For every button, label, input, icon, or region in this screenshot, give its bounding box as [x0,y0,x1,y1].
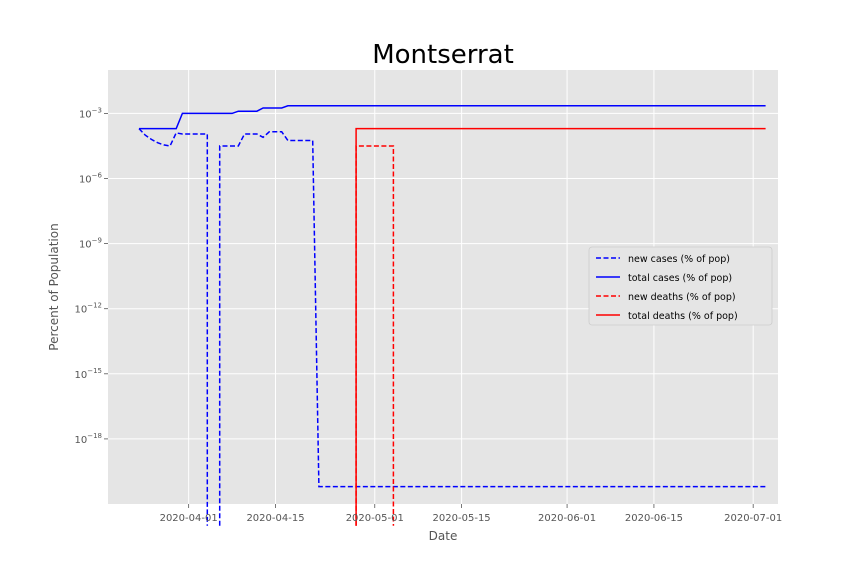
series-line-0 [138,128,766,526]
series-line-3 [355,127,766,526]
y-tick-exponent: −18 [87,432,102,440]
y-tick-base: 10 [79,240,92,251]
y-tick-label: 10−9 [79,237,102,251]
y-tick-label: 10−12 [74,302,102,316]
y-tick-exponent: −9 [92,237,102,245]
y-tick-base: 10 [79,175,92,186]
x-tick-label: 2020-04-15 [246,513,304,524]
series-layer [138,105,766,526]
y-tick-label: 10−15 [74,367,102,381]
x-tick-label: 2020-06-01 [538,513,596,524]
y-tick-exponent: −6 [92,172,103,180]
x-tick-label: 2020-05-15 [433,513,491,524]
y-tick-exponent: −3 [92,106,102,114]
legend-label-2: new deaths (% of pop) [628,292,736,303]
ticks: 2020-04-01 2020-04-15 2020-05-01 2020-05-15… [74,106,782,524]
legend-label-3: total deaths (% of pop) [628,311,738,322]
legend-label-1: total cases (% of pop) [628,273,732,284]
chart-title: Montserrat [372,40,514,70]
x-tick-label: 2020-07-01 [724,513,782,524]
x-tick-label: 2020-06-15 [625,513,683,524]
y-tick-base: 10 [74,435,87,446]
y-tick-exponent: −12 [87,302,102,310]
legend: new cases (% of pop) total cases (% of po… [588,246,773,326]
y-axis-label: Percent of Population [47,223,61,350]
y-tick-label: 10−18 [74,432,102,446]
legend-box [588,246,773,326]
x-tick-label: 2020-05-01 [346,513,404,524]
x-axis-label: Date [429,529,458,543]
y-tick-base: 10 [74,305,87,316]
legend-label-0: new cases (% of pop) [628,254,730,265]
x-tick-label: 2020-04-01 [160,513,218,524]
y-tick-base: 10 [79,109,92,120]
y-tick-label: 10−3 [79,106,102,120]
series-line-1 [139,105,766,130]
y-tick-label: 10−6 [79,172,103,186]
y-tick-base: 10 [74,370,87,381]
y-tick-exponent: −15 [87,367,102,375]
